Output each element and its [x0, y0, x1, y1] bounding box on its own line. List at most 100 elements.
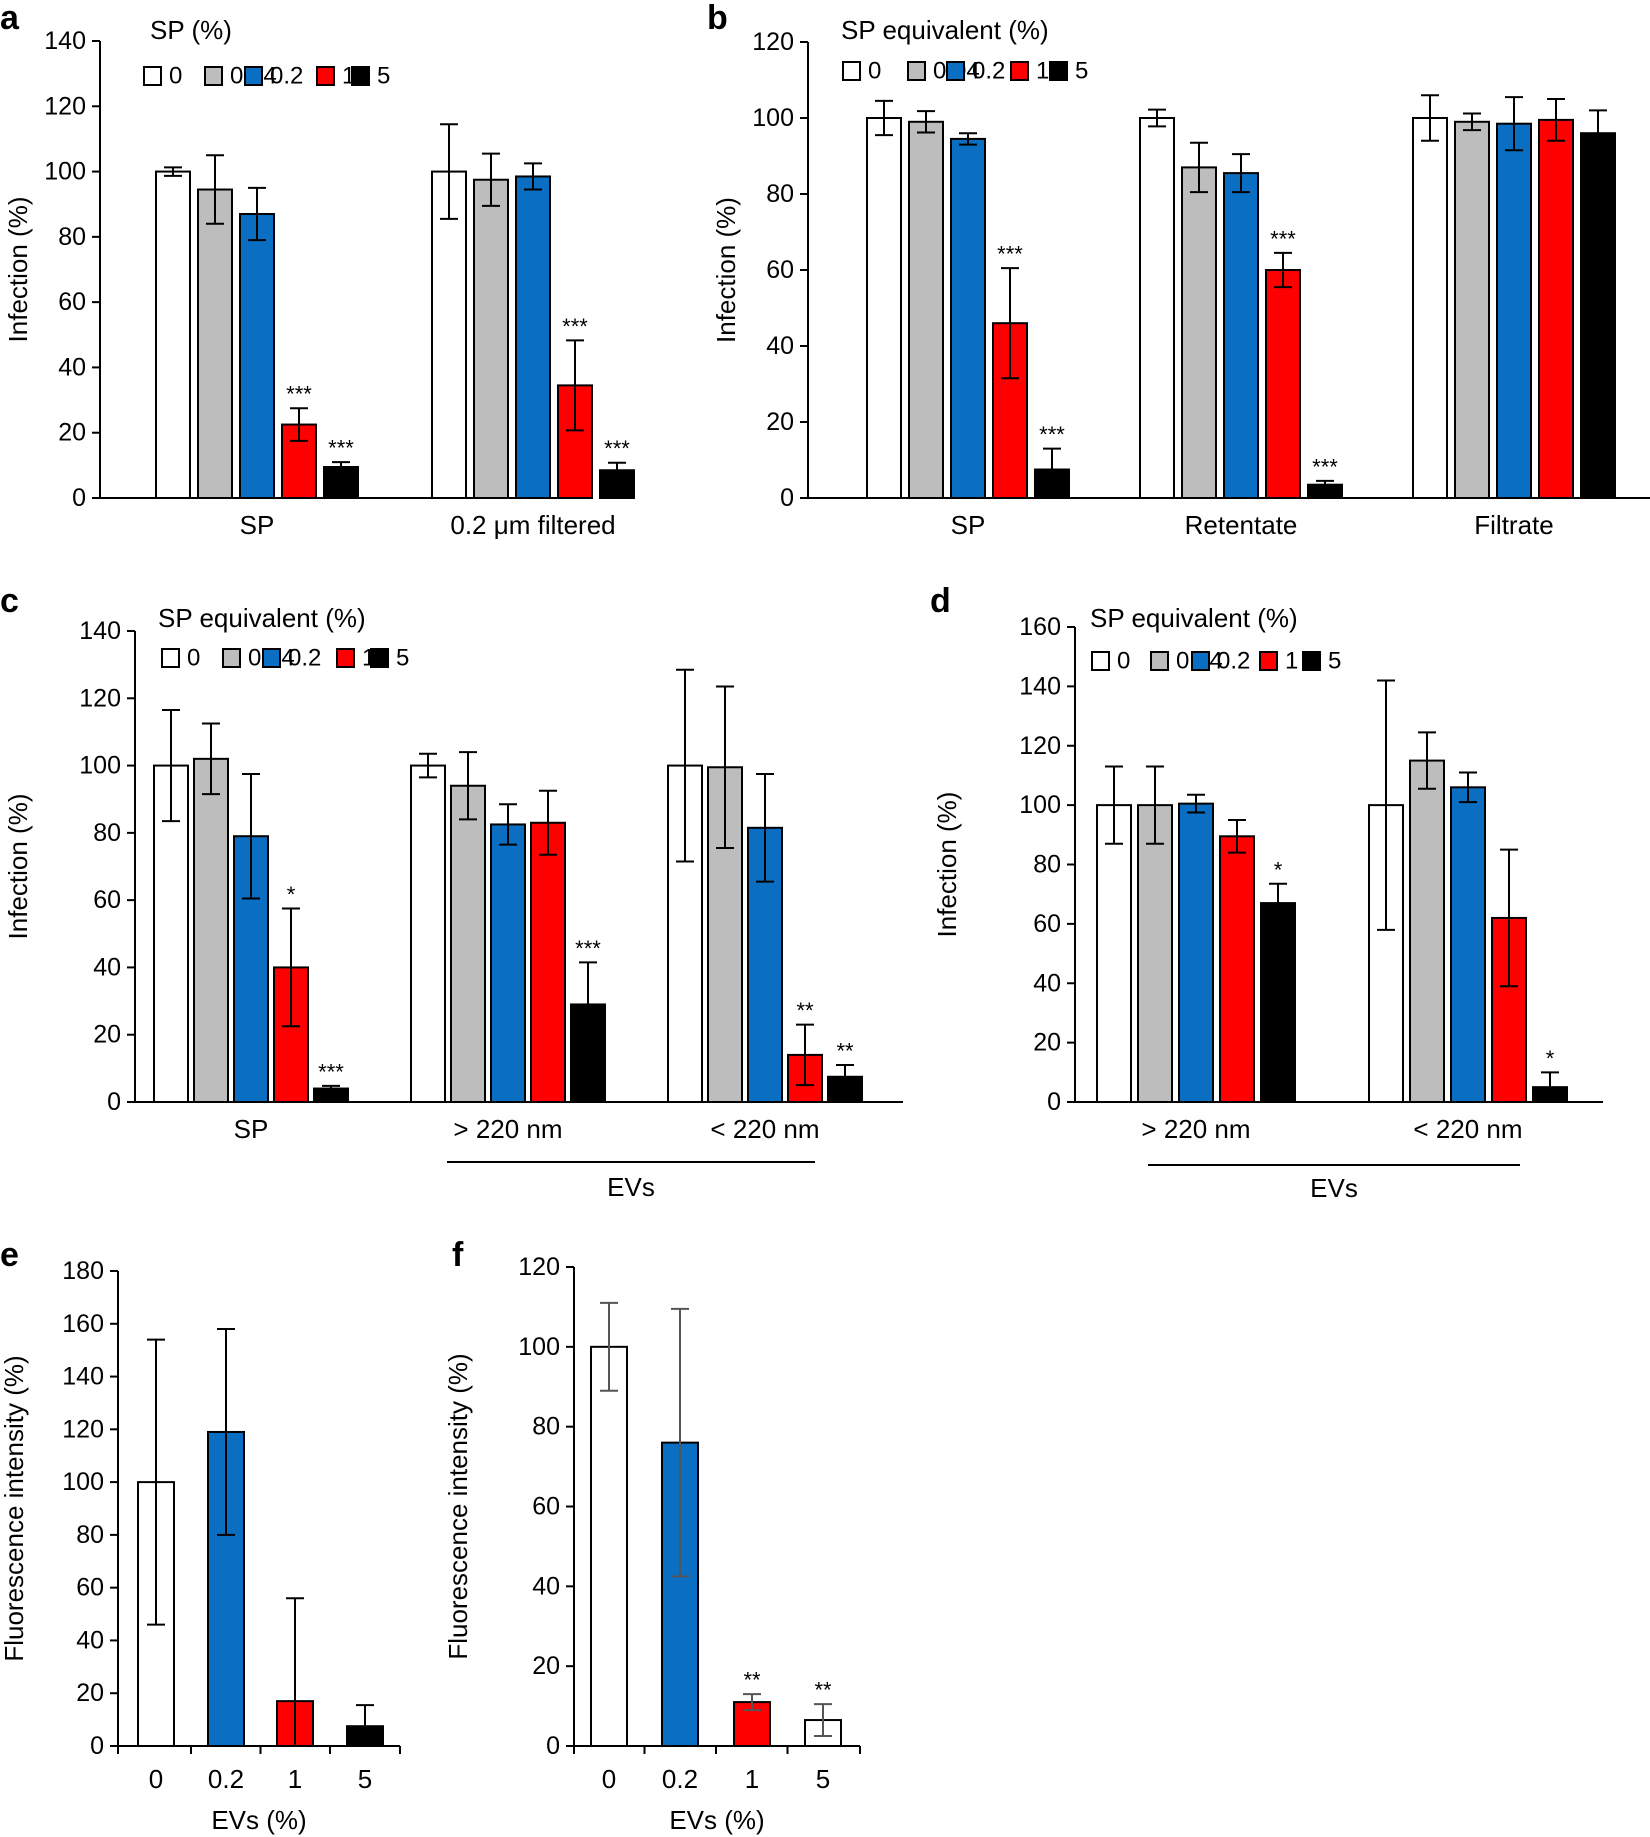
chart-panel-f: 0 20 40 60 80 100 120 Fluorescence intensity (%…: [443, 1236, 861, 1835]
evs-bracket-label: EVs: [1310, 1173, 1358, 1203]
significance-mark: **: [836, 1038, 854, 1063]
x-category-label: Retentate: [1185, 510, 1298, 540]
y-tick-label: 100: [62, 1468, 104, 1496]
x-category-label: 0: [602, 1764, 616, 1794]
y-axis-label: Infection (%): [3, 794, 33, 940]
y-tick-label: 120: [752, 28, 794, 56]
legend-label-5: 5: [396, 645, 409, 672]
y-tick-label: 80: [532, 1413, 560, 1441]
bar: [193, 757, 229, 1103]
legend-label-0: 0: [169, 63, 182, 90]
significance-mark: ***: [286, 382, 312, 407]
bar: [1223, 172, 1259, 499]
legend-title: SP equivalent (%): [841, 15, 1049, 45]
legend-swatch-5: [370, 648, 389, 668]
y-tick-label: 20: [1033, 1029, 1061, 1057]
legend-label-5: 5: [1075, 58, 1088, 85]
x-axis-label: EVs (%): [669, 1805, 764, 1835]
legend-swatch-1: [1259, 651, 1278, 671]
bar: [1538, 118, 1574, 500]
y-tick-label: 0: [90, 1732, 104, 1760]
x-axis-label: EVs (%): [211, 1805, 306, 1835]
y-tick-label: 80: [93, 819, 121, 847]
x-category-label: < 220 nm: [710, 1114, 819, 1144]
bar: [1580, 132, 1616, 499]
legend-label-5: 5: [1328, 648, 1341, 675]
y-tick-label: 40: [766, 332, 794, 360]
bar: [1409, 759, 1445, 1103]
y-tick-label: 0: [107, 1088, 121, 1116]
y-tick-label: 100: [518, 1333, 560, 1361]
evs-bracket-label: EVs: [607, 1172, 655, 1202]
x-category-label: 0.2 μm filtered: [450, 510, 615, 540]
bar: [155, 170, 191, 499]
bar: [239, 213, 275, 499]
legend-label-0: 0: [187, 645, 200, 672]
bar: [1450, 786, 1486, 1103]
legend-swatch-0.2: [262, 648, 281, 668]
x-category-label: SP: [234, 1114, 269, 1144]
significance-mark: ***: [604, 436, 630, 461]
significance-mark: ***: [328, 436, 354, 461]
y-tick-label: 0: [546, 1732, 560, 1760]
legend-label-0.2: 0.2: [288, 645, 321, 672]
y-tick-label: 180: [62, 1257, 104, 1285]
y-tick-label: 40: [532, 1572, 560, 1600]
y-tick-label: 0: [780, 484, 794, 512]
bar: [1496, 122, 1532, 499]
significance-mark: ***: [575, 936, 601, 961]
y-tick-label: 60: [766, 256, 794, 284]
bar: [1137, 804, 1173, 1103]
legend-swatch-0: [1091, 651, 1110, 671]
legend-swatch-1: [1010, 61, 1029, 81]
x-category-label: 5: [816, 1764, 830, 1794]
panel-label-d: d: [930, 582, 951, 620]
significance-mark: ***: [1270, 226, 1296, 251]
bar: [431, 170, 467, 499]
y-tick-label: 160: [1019, 613, 1061, 641]
chart-panel-b: 0 20 40 60 80 100 120 Infection (%) b SP equivale…: [707, 0, 1650, 540]
legend-swatch-0: [161, 648, 180, 668]
legend-swatch-0: [842, 61, 861, 81]
legend-title: SP equivalent (%): [158, 603, 366, 633]
bar: [490, 823, 526, 1103]
y-tick-label: 100: [44, 158, 86, 186]
bar: [197, 188, 233, 499]
legend-title: SP equivalent (%): [1090, 603, 1298, 633]
x-category-label: 1: [288, 1764, 302, 1794]
bar: [530, 821, 566, 1103]
y-tick-label: 80: [76, 1521, 104, 1549]
x-category-label: SP: [240, 510, 275, 540]
y-tick-label: 120: [79, 684, 121, 712]
bar: [1178, 802, 1214, 1103]
legend-swatch-0.2: [1191, 651, 1210, 671]
y-tick-label: 40: [58, 353, 86, 381]
panel-label-b: b: [707, 0, 728, 37]
significance-mark: ***: [1312, 454, 1338, 479]
y-tick-label: 100: [752, 104, 794, 132]
bar: [1454, 120, 1490, 500]
chart-panel-c: 0 20 40 60 80 100 120 140 Infection (%) c SP equiv…: [0, 582, 903, 1202]
y-tick-label: 140: [44, 27, 86, 55]
legend-swatch-0.04: [907, 61, 926, 81]
legend-swatch-5: [1302, 651, 1321, 671]
y-tick-label: 160: [62, 1310, 104, 1338]
significance-mark: ***: [1039, 422, 1065, 447]
bar: [950, 137, 986, 499]
bar: [1260, 902, 1296, 1103]
y-tick-label: 80: [1033, 851, 1061, 879]
y-tick-label: 120: [1019, 732, 1061, 760]
y-tick-label: 40: [93, 953, 121, 981]
significance-mark: ***: [318, 1059, 344, 1084]
bar: [1181, 166, 1217, 499]
significance-mark: **: [814, 1678, 832, 1703]
bar: [908, 120, 944, 500]
x-category-label: < 220 nm: [1413, 1114, 1522, 1144]
bar: [1139, 117, 1175, 499]
y-tick-label: 80: [766, 180, 794, 208]
legend-label-0.2: 0.2: [270, 63, 303, 90]
significance-mark: **: [796, 998, 814, 1023]
x-category-label: 0.2: [662, 1764, 698, 1794]
significance-mark: **: [743, 1668, 761, 1693]
